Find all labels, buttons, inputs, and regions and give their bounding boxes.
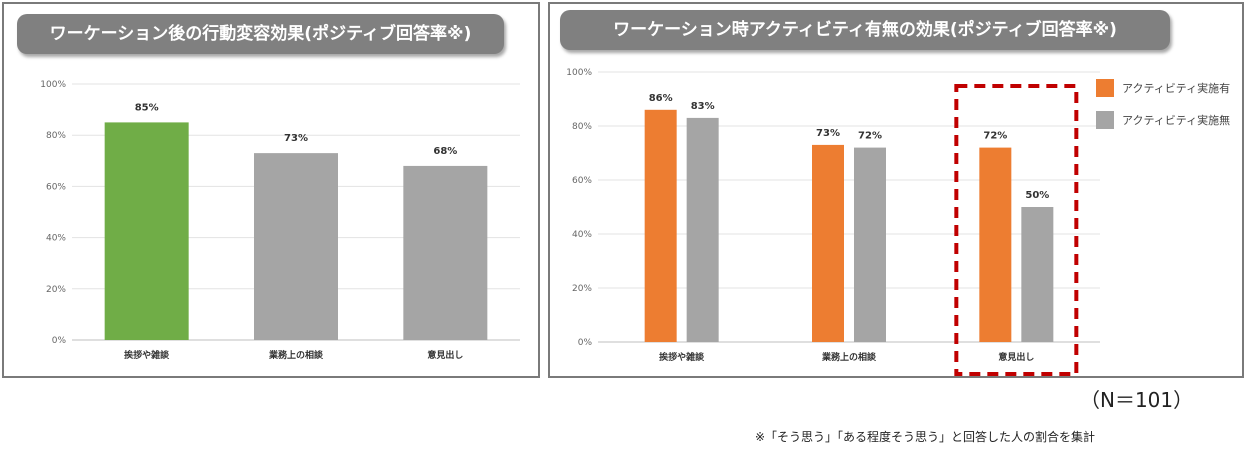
legend-label: アクティビティ実施有 [1122,81,1230,95]
data-label: 83% [691,101,715,112]
legend-swatch [1096,79,1114,97]
x-tick-label: 業務上の相談 [268,349,324,361]
data-label: 73% [284,133,308,144]
y-tick-label: 60% [572,176,592,186]
y-tick-label: 0% [52,336,67,346]
bar [1021,207,1054,342]
bar [403,165,488,340]
y-tick-label: 40% [572,230,592,240]
x-tick-label: 挨拶や雑談 [659,351,705,363]
data-label: 72% [983,131,1007,142]
y-tick-label: 20% [46,285,66,295]
chart-panel-behavior-change: ワーケーション後の行動変容効果(ポジティブ回答率※) 0% 20% 40% 60% 80… [2,2,540,378]
chart-title: ワーケーション後の行動変容効果(ポジティブ回答率※) [17,14,504,54]
bar [979,147,1012,342]
y-tick-label: 100% [40,80,66,90]
sample-size-label: （N＝101） [1080,388,1194,412]
legend-label: アクティビティ実施無 [1122,113,1230,127]
y-tick-label: 60% [46,182,66,192]
x-tick-label: 意見出し [427,349,463,361]
data-label: 72% [858,131,882,142]
x-tick-label: 挨拶や雑談 [124,349,170,361]
footnote: ※「そう思う」「ある程度そう思う」と回答した人の割合を集計 [755,430,1096,444]
highlight-box [954,84,1079,376]
y-tick-label: 20% [572,284,592,294]
x-tick-label: 意見出し [998,351,1034,363]
bar [686,117,719,343]
bar [854,147,886,342]
x-tick-label: 業務上の相談 [821,351,877,363]
y-tick-label: 40% [46,234,66,244]
data-label: 86% [649,93,673,104]
data-label: 50% [1025,190,1049,201]
data-label: 68% [433,146,457,157]
y-tick-label: 100% [566,68,592,78]
data-label: 73% [816,128,840,139]
chart-title: ワーケーション時アクティビティ有無の効果(ポジティブ回答率※) [560,10,1170,50]
bar [254,153,338,340]
y-tick-label: 80% [572,122,592,132]
bar [812,144,844,342]
data-label: 85% [135,102,159,113]
y-tick-label: 0% [578,338,593,348]
bar-chart-behavior-change: 0% 20% 40% 60% 80% 100% 85% 挨拶や雑談 73% 業務上の相談 68% 意見… [40,80,520,361]
bar-chart-activity-effect: 0% 20% 40% 60% 80% 100% 86% 83% 挨拶や雑談 73% 72% 業務上の相… [566,68,1230,376]
bar [644,109,677,342]
chart-panel-activity-effect: ワーケーション時アクティビティ有無の効果(ポジティブ回答率※) 0% 20% 40%… [548,2,1244,378]
y-tick-label: 80% [46,131,66,141]
legend-swatch [1096,111,1114,129]
bar [104,122,189,341]
